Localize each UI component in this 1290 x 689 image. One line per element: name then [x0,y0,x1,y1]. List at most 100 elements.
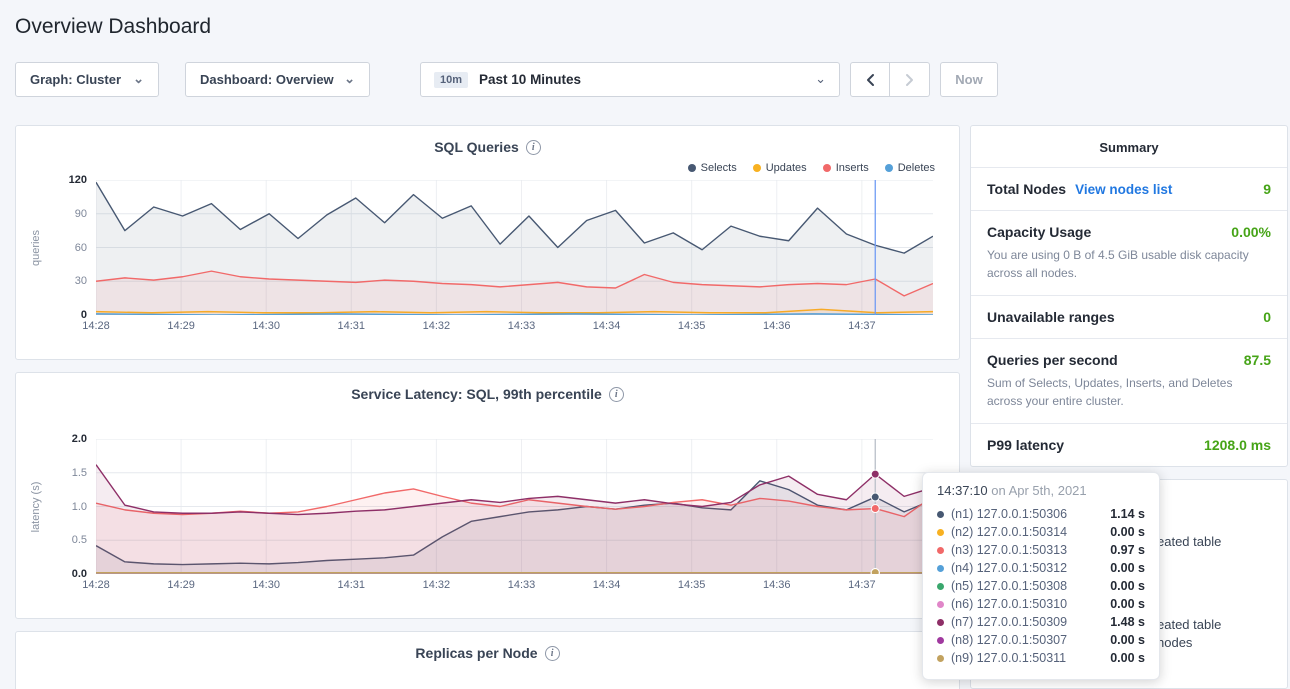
legend-item-inserts[interactable]: Inserts [822,162,869,174]
chart-legend [28,407,935,423]
summary-panel: Summary Total Nodes View nodes list 9 Ca… [970,125,1288,467]
y-axis-tick: 0.5 [71,534,87,547]
summary-row-total-nodes: Total Nodes View nodes list 9 [971,167,1287,210]
y-axis-tick: 2.0 [71,433,87,445]
series-dot-icon [937,546,944,554]
info-icon[interactable]: i [608,386,624,402]
info-icon[interactable]: i [525,139,541,155]
crosshair-dot [870,492,880,502]
crosshair-dot [870,469,880,479]
chevron-down-icon: ⌄ [133,71,144,86]
series-dot-icon [937,510,944,518]
summary-row-qps: Queries per second 87.5 Sum of Selects, … [971,338,1287,423]
summary-row-capacity: Capacity Usage 0.00% You are using 0 B o… [971,210,1287,295]
capacity-subtext: You are using 0 B of 4.5 GiB usable disk… [987,248,1249,280]
time-back-button[interactable] [850,62,890,97]
legend-label: Updates [765,162,807,174]
event-text-fragment: eated table [1157,617,1222,632]
tooltip-node-label: (n5) 127.0.0.1:50308 [951,579,1068,593]
legend-item-selects[interactable]: Selects [687,162,737,174]
crosshair-dot [870,568,880,574]
info-icon[interactable]: i [544,645,560,661]
x-axis-tick: 14:32 [422,579,451,591]
legend-label: Selects [700,162,737,174]
y-axis-tick: 90 [74,207,87,220]
sql-queries-panel: SQL Queries i Selects Updates Inserts Delet… [15,125,960,360]
chart-title: Service Latency: SQL, 99th percentile [351,386,602,402]
tooltip-node-label: (n4) 127.0.0.1:50312 [951,561,1068,575]
time-forward-button[interactable] [890,62,930,97]
series-fill [96,488,933,574]
y-axis-tick: 0.0 [71,568,87,580]
tooltip-node-value: 1.14 s [1110,507,1145,521]
x-axis-tick: 14:28 [82,320,110,332]
chevron-left-icon [867,73,874,86]
tooltip-node-value: 0.00 s [1110,597,1145,611]
tooltip-node-value: 0.97 s [1110,543,1145,557]
now-button[interactable]: Now [940,62,998,97]
series-fill [96,480,933,574]
view-nodes-list-link[interactable]: View nodes list [1075,182,1173,197]
y-axis-tick: 0 [80,309,87,321]
tooltip-node-label: (n6) 127.0.0.1:50310 [951,597,1068,611]
x-axis-tick: 14:34 [592,320,621,332]
x-axis-tick: 14:36 [762,579,791,591]
tooltip-row: (n6) 127.0.0.1:50310 0.00 s [937,595,1145,613]
tooltip-row: (n1) 127.0.0.1:50306 1.14 s [937,505,1145,523]
tooltip-row: (n9) 127.0.0.1:50311 0.00 s [937,649,1145,667]
event-text-fragment: nodes [1157,635,1193,650]
x-axis-tick: 14:37 [848,579,876,591]
x-axis-tick: 14:35 [677,320,706,332]
chevron-right-icon [905,73,913,86]
graph-dropdown[interactable]: Graph: Cluster ⌄ [15,62,159,97]
legend-dot-icon [822,164,831,172]
x-axis-tick: 14:29 [167,579,195,591]
tooltip-date: on Apr 5th, 2021 [991,483,1087,498]
x-axis-tick: 14:34 [592,579,621,591]
tooltip-node-value: 0.00 s [1110,525,1145,539]
y-axis-tick: 120 [68,174,87,186]
x-axis-tick: 14:31 [337,320,366,332]
series-fill [96,464,933,574]
series-line [96,464,933,516]
dashboard-dropdown[interactable]: Dashboard: Overview ⌄ [185,62,370,97]
x-axis-tick: 14:33 [507,320,536,332]
x-axis-tick: 14:35 [677,579,706,591]
series-dot-icon [937,618,944,626]
x-axis-tick: 14:31 [337,579,366,591]
x-axis-tick: 14:30 [252,320,280,332]
series-line [96,313,933,315]
tooltip-node-label: (n7) 127.0.0.1:50309 [951,615,1068,629]
charts-column: SQL Queries i Selects Updates Inserts Delet… [15,125,960,689]
legend-dot-icon [884,164,893,172]
y-axis-tick: 1.0 [71,500,87,513]
chart-plot-area[interactable]: latency (s) 14:28 14:29 14:30 14:31 14:32 14:… [30,433,933,591]
tooltip-header: 14:37:10 on Apr 5th, 2021 [937,483,1145,498]
chart-canvas [96,439,933,574]
crosshair-dot [870,504,880,514]
chart-title: SQL Queries [434,139,519,155]
capacity-label: Capacity Usage [987,224,1092,240]
p99-label: P99 latency [987,437,1065,453]
capacity-value: 0.00% [1231,224,1271,240]
unavailable-ranges-label: Unavailable ranges [987,309,1115,325]
time-nav-group [850,62,930,97]
time-range-picker[interactable]: 10m Past 10 Minutes ⌄ [420,62,840,97]
legend-item-updates[interactable]: Updates [752,162,807,174]
y-axis-tick: 1.5 [71,466,87,479]
unavailable-ranges-value: 0 [1263,309,1271,325]
legend-item-deletes[interactable]: Deletes [884,162,935,174]
chart-plot-area[interactable]: queries 14:28 14:29 14:30 14:31 14:32 14:33 14… [30,174,933,332]
series-line [96,270,933,297]
total-nodes-label: Total Nodes [987,181,1067,197]
x-axis-tick: 14:37 [848,320,876,332]
tooltip-node-label: (n8) 127.0.0.1:50307 [951,633,1068,647]
tooltip-rows: (n1) 127.0.0.1:50306 1.14 s (n2) 127.0.0.1… [937,505,1145,667]
x-axis-tick: 14:29 [167,320,195,332]
tooltip-node-value: 0.00 s [1110,561,1145,575]
tooltip-row: (n7) 127.0.0.1:50309 1.48 s [937,613,1145,631]
tooltip-time: 14:37:10 [937,483,988,498]
x-axis-tick: 14:28 [82,579,110,591]
tooltip-row: (n5) 127.0.0.1:50308 0.00 s [937,577,1145,595]
